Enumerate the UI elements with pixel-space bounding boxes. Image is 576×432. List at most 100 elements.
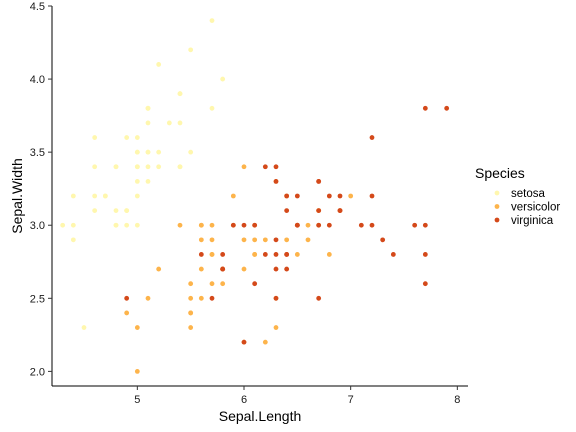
data-point xyxy=(60,222,66,228)
y-tick-label: 3.5 xyxy=(30,147,45,159)
data-point xyxy=(316,178,322,184)
data-point xyxy=(134,178,140,184)
series-setosa xyxy=(60,18,226,330)
data-point xyxy=(337,193,343,199)
x-tick-label: 5 xyxy=(134,394,140,406)
data-point xyxy=(305,222,311,228)
data-point xyxy=(134,164,140,170)
data-point xyxy=(262,237,268,243)
data-point xyxy=(124,135,130,140)
data-point xyxy=(326,252,332,257)
data-point xyxy=(369,135,375,140)
data-point xyxy=(284,252,290,257)
data-point xyxy=(145,105,151,111)
y-tick-label: 2.0 xyxy=(30,366,45,378)
y-tick-label: 4.0 xyxy=(30,74,45,86)
data-point xyxy=(124,222,130,228)
data-point xyxy=(220,281,226,287)
data-point xyxy=(230,222,236,228)
data-point xyxy=(156,266,162,272)
data-point xyxy=(81,325,87,330)
data-point xyxy=(337,208,343,214)
data-point xyxy=(209,237,215,243)
data-point xyxy=(188,295,194,301)
data-point xyxy=(241,164,247,170)
data-point xyxy=(241,266,247,272)
x-tick-label: 6 xyxy=(241,394,247,406)
data-point xyxy=(316,208,322,214)
data-point xyxy=(358,222,364,228)
data-point xyxy=(198,222,204,228)
y-tick-label: 2.5 xyxy=(30,293,45,305)
data-point xyxy=(145,164,151,170)
data-point xyxy=(113,208,119,214)
data-point xyxy=(241,339,247,345)
data-point xyxy=(294,252,300,257)
data-point xyxy=(241,237,247,243)
data-point xyxy=(422,252,428,257)
data-point xyxy=(209,252,215,257)
data-point xyxy=(177,120,183,126)
legend-key-setosa xyxy=(494,190,500,196)
series-virginica xyxy=(124,105,450,345)
data-point xyxy=(188,310,194,316)
points-layer xyxy=(60,18,450,374)
data-point xyxy=(198,237,204,243)
data-point xyxy=(273,237,279,243)
data-point xyxy=(134,222,140,228)
x-axis-title: Sepal.Length xyxy=(219,408,302,424)
data-point xyxy=(134,368,140,374)
data-point xyxy=(273,252,279,257)
data-point xyxy=(262,339,268,345)
data-point xyxy=(156,164,162,170)
x-tick-label: 8 xyxy=(454,394,460,406)
data-point xyxy=(124,295,130,301)
data-point xyxy=(166,120,172,126)
data-point xyxy=(316,222,322,228)
data-point xyxy=(220,76,226,82)
data-point xyxy=(188,47,194,53)
data-point xyxy=(390,252,396,257)
data-point xyxy=(294,193,300,199)
data-point xyxy=(156,62,162,67)
y-axis-ticks: 2.0 2.5 3.0 3.5 4.0 4.5 xyxy=(30,1,52,378)
y-tick-label: 3.0 xyxy=(30,220,45,232)
data-point xyxy=(188,281,194,287)
data-point xyxy=(209,281,215,287)
data-point xyxy=(220,266,226,272)
series-versicolor xyxy=(124,164,354,374)
data-point xyxy=(422,222,428,228)
data-point xyxy=(252,252,258,257)
data-point xyxy=(145,120,151,126)
data-point xyxy=(156,149,162,155)
data-point xyxy=(92,164,98,170)
data-point xyxy=(198,266,204,272)
legend-label-versicolor: versicolor xyxy=(511,202,560,214)
data-point xyxy=(273,164,279,170)
legend-label-virginica: virginica xyxy=(511,215,554,227)
data-point xyxy=(209,105,215,111)
data-point xyxy=(209,222,215,228)
data-point xyxy=(412,222,418,228)
y-tick-label: 4.5 xyxy=(30,1,45,13)
data-point xyxy=(284,193,290,199)
data-point xyxy=(92,193,98,199)
legend-key-versicolor xyxy=(494,204,500,209)
data-point xyxy=(134,325,140,330)
data-point xyxy=(348,193,354,199)
data-point xyxy=(369,193,375,199)
data-point xyxy=(284,237,290,243)
data-point xyxy=(284,266,290,272)
data-point xyxy=(252,281,258,287)
data-point xyxy=(124,208,130,214)
data-point xyxy=(241,222,247,228)
legend-title: Species xyxy=(475,165,525,181)
data-point xyxy=(134,149,140,155)
data-point xyxy=(262,252,268,257)
data-point xyxy=(70,193,76,199)
data-point xyxy=(326,193,332,199)
data-point xyxy=(220,252,226,257)
data-point xyxy=(209,295,215,301)
